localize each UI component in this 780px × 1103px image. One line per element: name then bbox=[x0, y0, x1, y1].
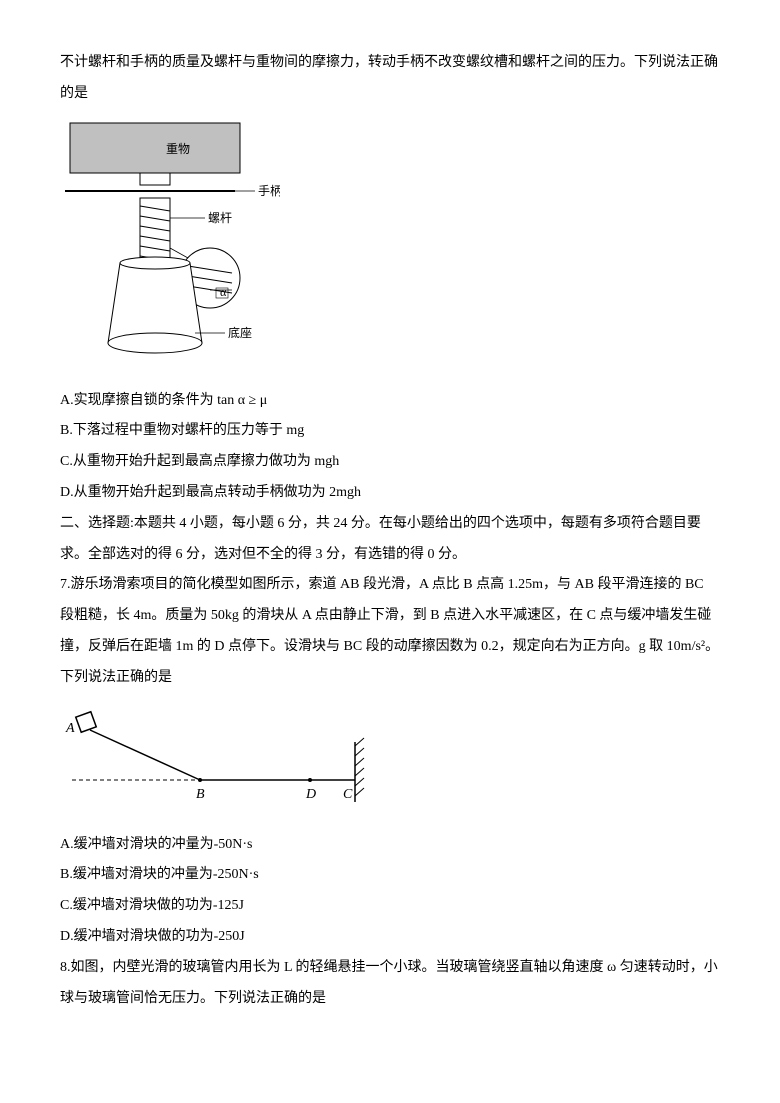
q8-text: 8.如图，内壁光滑的玻璃管内用长为 L 的轻绳悬挂一个小球。当玻璃管绕竖直轴以角… bbox=[60, 953, 720, 1015]
track-label-c: C bbox=[343, 787, 353, 802]
handle-label: 手柄 bbox=[258, 184, 280, 198]
jack-diagram: 重物 手柄 螺杆 α 底座 bbox=[60, 118, 280, 378]
q6-option-a: A.实现摩擦自锁的条件为 tan α ≥ μ bbox=[60, 386, 720, 417]
weight-label: 重物 bbox=[166, 142, 190, 156]
section2-instruction: 二、选择题:本题共 4 小题，每小题 6 分，共 24 分。在每小题给出的四个选… bbox=[60, 509, 720, 571]
angle-label: α bbox=[220, 285, 227, 299]
q7-option-b: B.缓冲墙对滑块的冲量为-250N·s bbox=[60, 860, 720, 891]
q6-option-d: D.从重物开始升起到最高点转动手柄做功为 2mgh bbox=[60, 478, 720, 509]
track-label-b: B bbox=[196, 787, 205, 802]
screw-label: 螺杆 bbox=[208, 211, 232, 225]
q6-option-b: B.下落过程中重物对螺杆的压力等于 mg bbox=[60, 416, 720, 447]
q6-intro: 不计螺杆和手柄的质量及螺杆与重物间的摩擦力，转动手柄不改变螺纹槽和螺杆之间的压力… bbox=[60, 48, 720, 110]
track-diagram: A B D C bbox=[60, 702, 400, 822]
track-label-d: D bbox=[305, 787, 316, 802]
q6-option-c: C.从重物开始升起到最高点摩擦力做功为 mgh bbox=[60, 447, 720, 478]
q7-option-a: A.缓冲墙对滑块的冲量为-50N·s bbox=[60, 830, 720, 861]
base-label: 底座 bbox=[228, 325, 252, 340]
q7-text: 7.游乐场滑索项目的简化模型如图所示，索道 AB 段光滑，A 点比 B 点高 1… bbox=[60, 570, 720, 693]
q7-option-d: D.缓冲墙对滑块做的功为-250J bbox=[60, 922, 720, 953]
q7-option-c: C.缓冲墙对滑块做的功为-125J bbox=[60, 891, 720, 922]
track-label-a: A bbox=[65, 721, 75, 736]
